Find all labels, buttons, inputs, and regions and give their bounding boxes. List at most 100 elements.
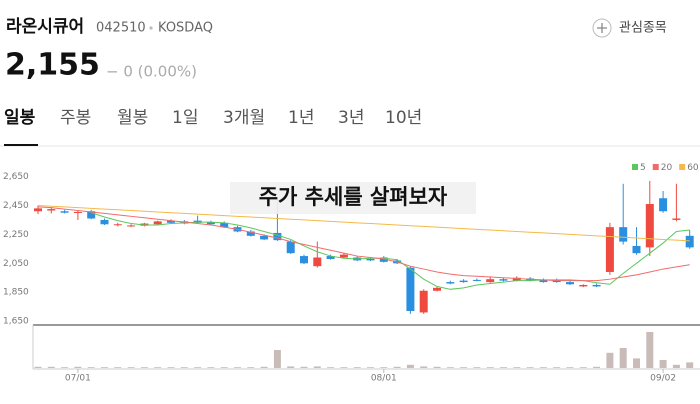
volume-bar <box>473 367 481 368</box>
x-tick-label: 08/01 <box>371 374 397 384</box>
stock-code: 042510 <box>96 21 146 36</box>
volume-bar <box>180 367 188 368</box>
candle-body <box>579 284 588 287</box>
candle-body <box>459 280 468 283</box>
volume-bar <box>287 366 295 368</box>
candle-body <box>60 211 69 213</box>
legend-label: 20 <box>661 163 673 173</box>
y-tick-label: 2,450 <box>3 201 29 211</box>
volume-bar <box>406 364 414 368</box>
candle-body <box>592 284 601 287</box>
volume-bar <box>566 367 574 368</box>
candle-body <box>34 208 42 212</box>
volume-bar <box>446 367 454 368</box>
stock-name: 라온시큐어 <box>6 17 84 37</box>
volume-bar <box>606 352 614 368</box>
x-tick-label: 07/01 <box>65 374 91 384</box>
tab[interactable]: 주봉 <box>60 108 91 128</box>
tab[interactable]: 월봉 <box>117 108 148 128</box>
legend-label: 5 <box>640 163 646 173</box>
volume-bar <box>300 366 308 368</box>
volume-bar <box>194 367 202 368</box>
volume-bar <box>340 367 348 368</box>
y-tick-label: 1,650 <box>3 317 29 327</box>
candle-body <box>313 257 322 267</box>
tab[interactable]: 3개월 <box>223 108 265 128</box>
legend-swatch <box>632 164 638 170</box>
volume-bar <box>140 367 148 368</box>
watch-label: 관심종목 <box>619 21 667 36</box>
candle-body <box>206 222 215 225</box>
volume-bar <box>234 367 241 368</box>
legend-swatch <box>652 164 659 170</box>
tab[interactable]: 1일 <box>172 108 198 128</box>
y-tick-label: 1,850 <box>3 288 29 298</box>
y-tick-label: 2,650 <box>3 172 29 182</box>
volume-bar <box>207 367 215 368</box>
volume-bar <box>513 367 521 368</box>
volume-bar <box>154 367 162 368</box>
candle-body <box>632 245 641 254</box>
volume-bar <box>486 367 494 368</box>
candle-body <box>486 279 495 283</box>
market: KOSDAQ <box>158 21 213 36</box>
candle-body <box>659 198 668 212</box>
volume-bar <box>686 362 694 368</box>
candle-body <box>73 211 82 213</box>
candle-body <box>87 211 96 219</box>
volume-bar <box>61 367 69 368</box>
volume-bar <box>367 367 374 368</box>
watch-button[interactable]: 관심종목 <box>592 18 667 38</box>
candle-body <box>685 235 694 248</box>
candle-body <box>366 258 375 261</box>
volume-bar <box>127 367 135 368</box>
candle-body <box>512 277 521 281</box>
volume-bar <box>273 350 281 368</box>
volume-bar <box>47 366 55 368</box>
price-change: − 0 (0.00%) <box>106 63 197 81</box>
volume-bar <box>393 366 401 368</box>
y-tick-label: 2,050 <box>3 259 29 269</box>
moving-average <box>37 204 690 242</box>
annotation-box <box>230 182 476 214</box>
candle-body <box>100 219 109 225</box>
plus-icon <box>597 23 607 33</box>
legend-swatch <box>679 164 686 170</box>
candle-body <box>406 267 415 311</box>
volume-bar <box>633 358 640 368</box>
candle-body <box>113 224 122 226</box>
volume-bar <box>114 367 122 368</box>
candle-body <box>499 279 508 281</box>
volume-bar <box>327 367 335 368</box>
candle-body <box>419 290 428 313</box>
volume-bar <box>420 366 428 368</box>
volume-bar <box>579 367 587 368</box>
volume-bar <box>460 367 468 368</box>
volume-bar <box>313 366 321 368</box>
volume-bar <box>619 348 627 368</box>
volume-bar <box>87 367 95 368</box>
candle-body <box>619 227 628 242</box>
volume-bar <box>101 367 108 368</box>
tab[interactable]: 일봉 <box>4 108 36 128</box>
separator-dot <box>149 26 153 30</box>
x-tick-label: 09/02 <box>650 374 676 384</box>
tab[interactable]: 1년 <box>288 108 314 128</box>
volume-bar <box>353 367 361 368</box>
moving-average <box>37 206 690 282</box>
candle-body <box>566 282 574 285</box>
volume-bar <box>34 366 42 368</box>
candle-body <box>379 257 388 262</box>
volume-bar <box>539 367 547 368</box>
volume-bar <box>167 367 175 368</box>
volume-bar <box>433 366 441 368</box>
candle-body <box>220 222 229 228</box>
tab[interactable]: 3년 <box>338 108 364 128</box>
candle-body <box>605 227 614 272</box>
candle-body <box>260 235 269 240</box>
plot: 2,650 2,450 2,250 2,050 1,850 1,650 07/01 08/01… <box>3 163 699 384</box>
candle-body <box>47 209 56 211</box>
volume-bar <box>74 366 82 368</box>
tab[interactable]: 10년 <box>385 108 422 128</box>
